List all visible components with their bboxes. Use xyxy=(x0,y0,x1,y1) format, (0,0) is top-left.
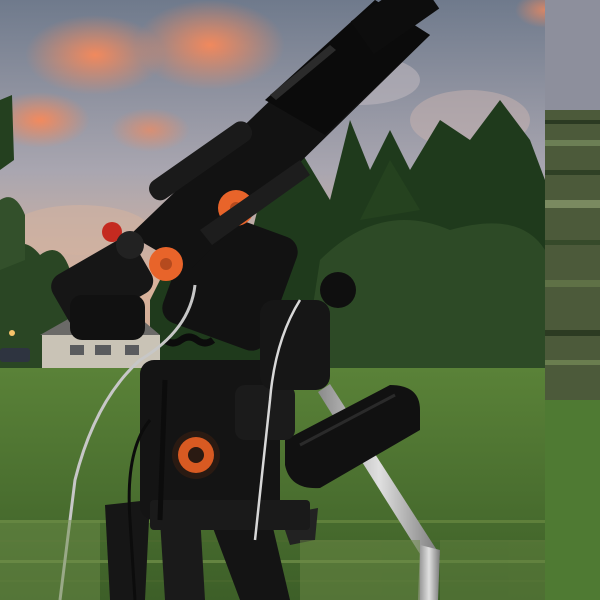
cables xyxy=(58,284,302,600)
tree-line xyxy=(0,95,545,390)
counterweight xyxy=(285,385,420,489)
telescope xyxy=(51,0,440,340)
stretched-edge-strip xyxy=(545,0,600,600)
bottom-band-artifacts xyxy=(0,520,545,600)
red-focus-knob xyxy=(102,222,122,242)
tripod xyxy=(105,500,318,600)
